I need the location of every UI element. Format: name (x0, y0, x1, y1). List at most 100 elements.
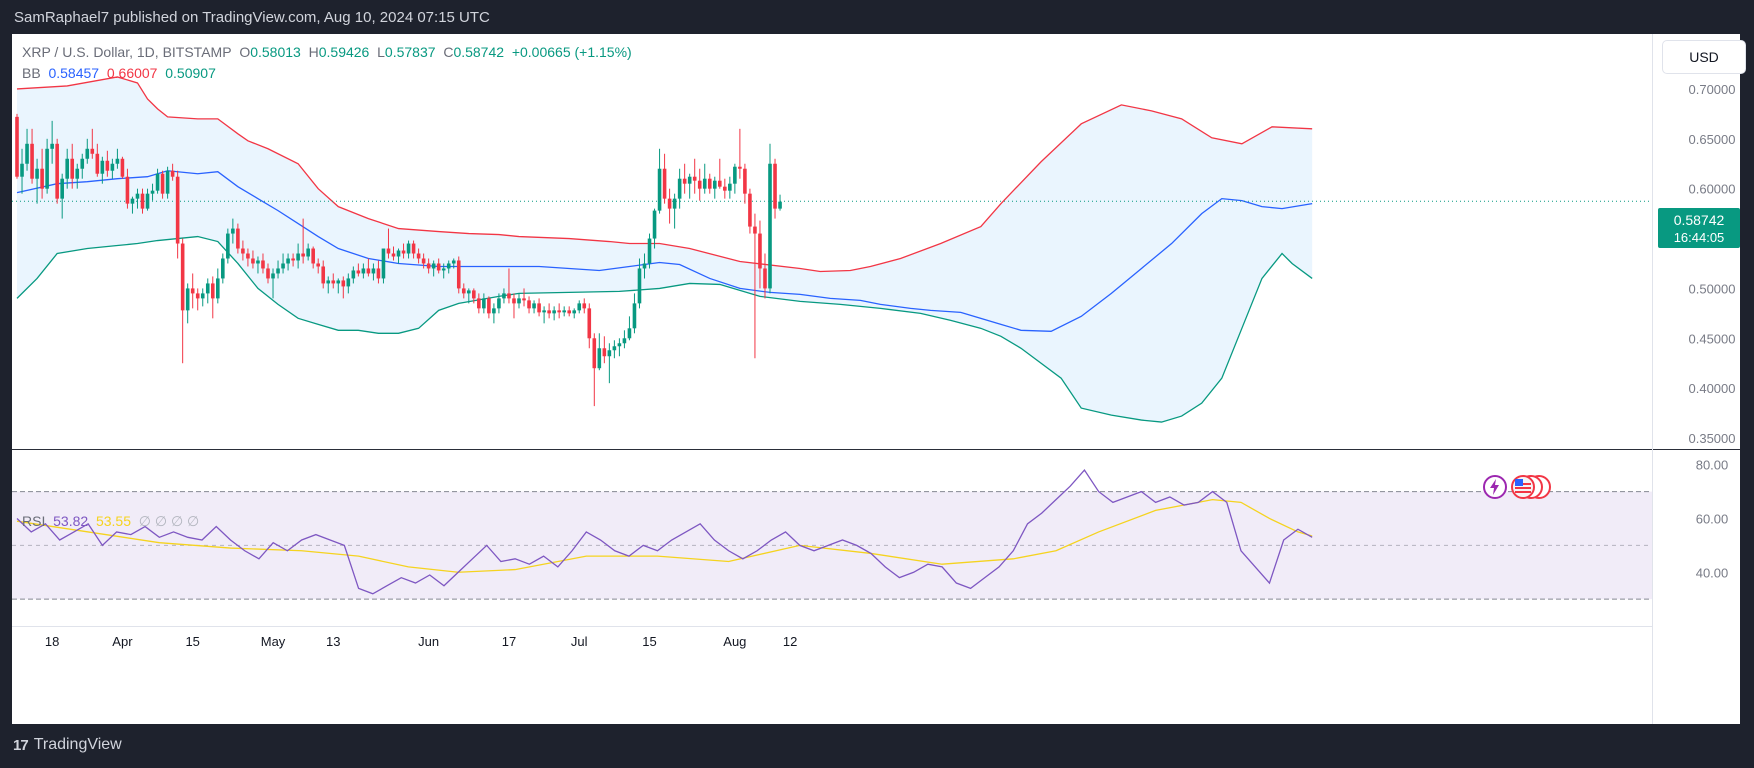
candle-body (677, 178, 682, 199)
bb-basis-value: 0.58457 (48, 65, 100, 81)
candle-body (456, 260, 461, 289)
rsi-axis-label: 60.00 (1696, 511, 1729, 526)
candle-body (90, 148, 95, 154)
candle-body (185, 288, 190, 311)
candle-body (592, 338, 597, 369)
candle-body (572, 310, 577, 314)
candle (733, 163, 737, 194)
candle-body (652, 210, 657, 239)
event-icons[interactable] (1482, 474, 1572, 500)
candle (195, 288, 200, 311)
candle (763, 253, 767, 299)
candle-body (406, 243, 411, 254)
candle (461, 283, 466, 299)
rsi-ma-value: 53.55 (95, 513, 131, 529)
candle-body (175, 176, 180, 244)
candle (140, 188, 145, 214)
candle (492, 303, 496, 324)
candle (321, 260, 326, 289)
candle-body (647, 238, 652, 264)
candle-body (145, 193, 150, 209)
candle-body (381, 248, 386, 279)
candle-body (743, 168, 747, 194)
candle-body (371, 268, 376, 274)
candle (25, 128, 29, 171)
rsi-legend[interactable]: RSI 53.82 53.55 ∅ ∅ ∅ ∅ (22, 513, 199, 530)
candle-countdown: 16:44:05 (1673, 230, 1725, 245)
candle (431, 260, 436, 277)
price-axis-label: 0.45000 (1689, 331, 1736, 346)
candle (145, 188, 150, 211)
candle (266, 263, 270, 284)
candle-body (301, 253, 305, 257)
candle (416, 248, 421, 264)
candle-body (205, 283, 210, 294)
candle-body (497, 298, 501, 309)
candle (160, 170, 165, 199)
price-axis-label: 0.40000 (1689, 381, 1736, 396)
candle (547, 303, 551, 319)
candle (35, 158, 39, 204)
candle (672, 193, 677, 229)
candle (723, 178, 727, 199)
candle (401, 243, 406, 259)
candle (20, 148, 24, 194)
candle-body (210, 283, 215, 299)
candle-body (547, 310, 551, 314)
candle (50, 120, 54, 164)
candle-body (110, 163, 115, 171)
us-flag-event-icon[interactable] (1511, 475, 1551, 499)
candle-body (356, 270, 361, 274)
candle (622, 330, 627, 349)
candle-body (672, 198, 677, 209)
candle-body (386, 248, 391, 254)
candle-body (537, 303, 541, 313)
candle (522, 288, 526, 307)
candle (692, 158, 697, 194)
candle (562, 306, 566, 317)
candle-body (286, 258, 290, 264)
candle (778, 194, 782, 211)
bb-legend[interactable]: BB 0.58457 0.66007 0.50907 (22, 65, 216, 81)
candle (768, 143, 772, 294)
candle (441, 263, 446, 279)
price-axis-label: 0.35000 (1689, 431, 1736, 446)
candle (120, 156, 125, 179)
symbol-title[interactable]: XRP / U.S. Dollar, 1D, BITSTAMP (22, 44, 232, 60)
time-axis-label: 15 (185, 634, 199, 649)
candle-body (492, 308, 496, 314)
candle-body (431, 263, 436, 269)
candle (682, 163, 687, 194)
tradingview-footer[interactable]: 17 TradingView (13, 736, 122, 754)
candle (572, 308, 577, 319)
candle (216, 268, 220, 304)
price-axis-label: 0.70000 (1689, 82, 1736, 97)
candle (467, 288, 471, 304)
candle-body (401, 250, 406, 254)
low-label: L (377, 44, 385, 60)
candle (582, 298, 587, 314)
lightning-event-icon[interactable] (1483, 475, 1507, 499)
candle (502, 288, 506, 304)
currency-button[interactable]: USD (1662, 40, 1746, 74)
candle (456, 256, 461, 294)
candle-body (331, 280, 336, 284)
candle (652, 208, 657, 249)
price-and-rsi-chart[interactable]: 0.700000.650000.600000.550000.500000.450… (12, 34, 1740, 724)
candle (210, 276, 215, 319)
candle-body (502, 293, 506, 299)
candle (537, 298, 541, 317)
chart-frame[interactable]: 0.700000.650000.600000.550000.500000.450… (12, 34, 1746, 724)
high-value: 0.59426 (318, 44, 370, 60)
candle-body (80, 158, 85, 169)
candle (411, 240, 416, 259)
candle (15, 113, 19, 179)
candle (738, 128, 742, 179)
candle (155, 168, 160, 194)
candle-body (311, 248, 315, 264)
time-axis-label: 17 (502, 634, 516, 649)
candle (115, 148, 120, 169)
candle-body (532, 303, 536, 309)
candle (381, 248, 386, 284)
rsi-ma-line (16, 498, 1313, 573)
